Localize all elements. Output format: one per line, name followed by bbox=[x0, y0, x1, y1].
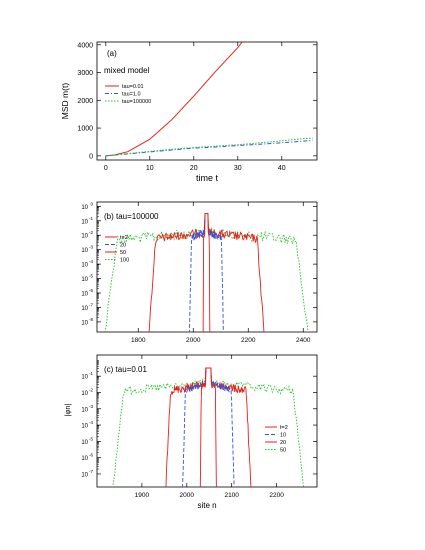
panel-c: 1900 2000 2100 220010-110-210-310-410-510-6… bbox=[63, 354, 318, 510]
x-tick-label: 2400 bbox=[296, 337, 311, 344]
x-tick-label: 2200 bbox=[269, 492, 284, 499]
y-tick-label: 10 bbox=[81, 234, 88, 240]
legend-label: t=2 bbox=[120, 235, 128, 241]
series-line bbox=[112, 367, 305, 487]
panel-b: 1800 2000 2200 240010010-110-210-310-410-51… bbox=[81, 201, 318, 344]
legend-label: 100 bbox=[120, 258, 129, 264]
y-axis-label: MSD m(t) bbox=[60, 83, 70, 120]
y-tick-label: 10 bbox=[81, 375, 88, 381]
x-tick-label: 1900 bbox=[135, 492, 150, 499]
y-tick-label: 1000 bbox=[77, 126, 93, 133]
panel-label: (c) tau=0.01 bbox=[104, 365, 147, 374]
x-tick-label: 2000 bbox=[180, 492, 195, 499]
panel-label: (b) tau=100000 bbox=[104, 212, 159, 221]
legend-label: 20 bbox=[120, 243, 126, 249]
series-line bbox=[105, 137, 313, 157]
y-tick-exponent: -5 bbox=[89, 274, 93, 279]
y-tick-exponent: -7 bbox=[89, 469, 93, 474]
y-tick-exponent: -7 bbox=[89, 302, 93, 307]
y-tick-label: 0 bbox=[89, 153, 93, 160]
y-tick-exponent: -8 bbox=[89, 317, 93, 322]
x-tick-label: 20 bbox=[190, 165, 198, 172]
x-tick-label: 40 bbox=[278, 165, 286, 172]
y-tick-exponent: -2 bbox=[89, 387, 93, 392]
y-tick-label: 10 bbox=[81, 424, 88, 430]
x-tick-label: 2100 bbox=[224, 492, 239, 499]
y-tick-exponent: -4 bbox=[89, 420, 93, 425]
panel-label: (a) bbox=[107, 49, 117, 58]
legend-label: 50 bbox=[280, 448, 286, 454]
x-tick-label: 2200 bbox=[241, 337, 256, 344]
y-tick-label: 10 bbox=[81, 472, 88, 478]
legend-label: 50 bbox=[120, 250, 126, 256]
y-tick-exponent: -2 bbox=[89, 230, 93, 235]
series-line bbox=[165, 367, 252, 487]
legend-label: tau=1.0 bbox=[122, 92, 141, 98]
y-tick-exponent: -4 bbox=[89, 259, 93, 264]
x-axis-label: site n bbox=[197, 501, 216, 510]
y-tick-label: 10 bbox=[81, 219, 88, 225]
x-tick-label: 2000 bbox=[186, 337, 201, 344]
plot-frame bbox=[96, 201, 318, 333]
series-line bbox=[105, 42, 243, 157]
y-tick-label: 3000 bbox=[77, 70, 93, 77]
series-line bbox=[202, 213, 211, 332]
panel-annotation: mixed model bbox=[104, 66, 150, 75]
y-tick-label: 10 bbox=[81, 277, 88, 283]
plot-frame bbox=[96, 354, 318, 488]
legend-label: 10 bbox=[280, 433, 286, 439]
x-axis-label: time t bbox=[196, 173, 219, 183]
x-tick-label: 1800 bbox=[131, 337, 146, 344]
y-tick-label: 10 bbox=[81, 407, 88, 413]
y-tick-label: 10 bbox=[81, 320, 88, 326]
series-line bbox=[199, 367, 217, 487]
y-tick-label: 10 bbox=[81, 440, 88, 446]
x-tick-label: 10 bbox=[146, 165, 154, 172]
y-tick-label: 10 bbox=[81, 248, 88, 254]
y-tick-exponent: -3 bbox=[89, 404, 93, 409]
y-tick-label: 10 bbox=[81, 306, 88, 312]
legend-label: tau=0.01 bbox=[122, 84, 144, 90]
y-tick-label: 10 bbox=[81, 205, 88, 211]
y-tick-exponent: -5 bbox=[89, 436, 93, 441]
panel-a: 0 10 20 30 40 0 1000 2000 3000 4000 time t MSD m(t)… bbox=[60, 41, 318, 183]
y-tick-exponent: -6 bbox=[89, 288, 93, 293]
y-tick-label: 2000 bbox=[77, 98, 93, 105]
y-tick-label: 10 bbox=[81, 456, 88, 462]
y-tick-label: 4000 bbox=[77, 42, 93, 49]
y-tick-exponent: -1 bbox=[89, 371, 93, 376]
x-tick-label: 30 bbox=[234, 165, 242, 172]
legend-label: tau=100000 bbox=[122, 99, 151, 105]
plot-frame bbox=[96, 41, 318, 161]
series-line bbox=[104, 213, 309, 332]
y-tick-exponent: 0 bbox=[90, 201, 93, 206]
series-line bbox=[105, 139, 313, 157]
y-tick-label: 10 bbox=[81, 263, 88, 269]
y-tick-exponent: -3 bbox=[89, 245, 93, 250]
legend-label: t=2 bbox=[280, 425, 288, 431]
y-tick-exponent: -6 bbox=[89, 453, 93, 458]
y-axis-label: |φn| bbox=[63, 403, 72, 416]
x-tick-label: 0 bbox=[104, 165, 108, 172]
y-tick-label: 10 bbox=[81, 292, 88, 298]
legend-label: 20 bbox=[280, 440, 286, 446]
y-tick-label: 10 bbox=[81, 391, 88, 397]
y-tick-exponent: -1 bbox=[89, 216, 93, 221]
series-line bbox=[148, 213, 265, 332]
